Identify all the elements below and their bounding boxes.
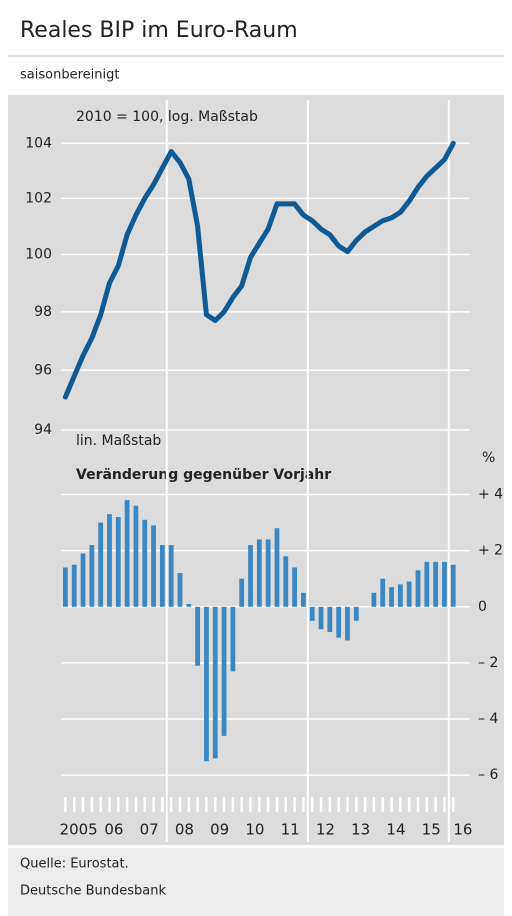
x-tick-label: 07 bbox=[140, 821, 159, 839]
bar bbox=[292, 567, 297, 607]
bar bbox=[327, 606, 333, 633]
publisher: Deutsche Bundesbank bbox=[20, 884, 167, 899]
annotation: lin. Maßstab bbox=[76, 433, 161, 449]
bar bbox=[124, 500, 130, 607]
bar bbox=[371, 592, 377, 607]
bar bbox=[221, 606, 227, 736]
bar bbox=[212, 606, 218, 759]
bar bbox=[230, 606, 236, 672]
x-tick-label: 13 bbox=[351, 821, 370, 839]
y-tick-label: + 4 bbox=[478, 487, 503, 503]
bar bbox=[397, 584, 403, 607]
bar bbox=[248, 545, 253, 607]
bar bbox=[159, 545, 165, 607]
x-tick-label: 15 bbox=[422, 821, 441, 839]
bar bbox=[186, 603, 192, 607]
bar bbox=[274, 528, 280, 607]
x-tick-label: 14 bbox=[386, 821, 405, 839]
bar bbox=[204, 606, 209, 762]
bar bbox=[168, 545, 174, 607]
bar bbox=[177, 573, 183, 607]
unit-label: % bbox=[482, 450, 495, 466]
bar bbox=[71, 564, 77, 607]
y-tick-label: 0 bbox=[478, 599, 487, 615]
y-tick-label: – 6 bbox=[478, 767, 498, 783]
y-tick-label: 104 bbox=[25, 135, 52, 151]
bar bbox=[442, 561, 447, 607]
y-tick-label: 96 bbox=[34, 362, 52, 378]
bar bbox=[450, 564, 456, 607]
y-tick-label: – 2 bbox=[478, 655, 498, 671]
page-subtitle: saisonbereinigt bbox=[20, 68, 119, 83]
x-tick-label: 12 bbox=[316, 821, 335, 839]
y-tick-label: + 2 bbox=[478, 543, 503, 559]
x-tick-label: 08 bbox=[175, 821, 194, 839]
x-tick-label: 16 bbox=[453, 821, 472, 839]
bar bbox=[433, 561, 439, 607]
bar bbox=[415, 570, 421, 607]
bar bbox=[389, 587, 394, 607]
bar bbox=[301, 592, 306, 607]
y-tick-label: 102 bbox=[25, 190, 52, 206]
bar bbox=[283, 556, 289, 607]
line bbox=[62, 140, 456, 400]
bar bbox=[380, 578, 386, 607]
bar bbox=[151, 525, 156, 607]
bar bbox=[353, 606, 359, 621]
bar bbox=[133, 505, 139, 607]
bar bbox=[195, 606, 201, 666]
page-title: Reales BIP im Euro-Raum bbox=[20, 18, 298, 43]
bar bbox=[345, 606, 350, 641]
bar bbox=[142, 519, 148, 607]
bar bbox=[107, 514, 112, 607]
x-tick-label: 2005 bbox=[60, 821, 98, 839]
bar bbox=[406, 581, 412, 607]
footer-panel bbox=[8, 848, 504, 916]
y-tick-label: 100 bbox=[25, 247, 52, 263]
y-tick-label: 94 bbox=[34, 422, 52, 438]
bar bbox=[424, 561, 430, 607]
panel-title: Veränderung gegenüber Vorjahr bbox=[76, 467, 331, 483]
y-tick-label: 98 bbox=[34, 304, 52, 320]
y-tick-label: – 4 bbox=[478, 711, 498, 727]
bar bbox=[63, 567, 68, 607]
x-tick-label: 11 bbox=[281, 821, 300, 839]
x-tick-label: 10 bbox=[245, 821, 264, 839]
bar bbox=[336, 606, 342, 638]
bar bbox=[239, 578, 245, 607]
bar bbox=[309, 606, 315, 621]
x-tick-label: 09 bbox=[210, 821, 229, 839]
x-tick-label: 06 bbox=[104, 821, 123, 839]
bar bbox=[265, 539, 271, 607]
plot-panel bbox=[8, 95, 504, 845]
bar bbox=[98, 522, 104, 607]
bar bbox=[318, 606, 324, 630]
bar bbox=[115, 516, 121, 607]
bar bbox=[256, 539, 262, 607]
source: Quelle: Eurostat. bbox=[20, 857, 129, 872]
bar bbox=[89, 545, 95, 607]
bar bbox=[80, 553, 86, 607]
